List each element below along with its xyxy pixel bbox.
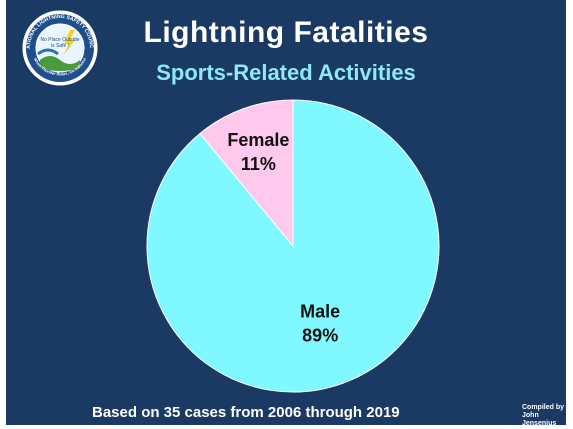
credit-line1: Compiled by	[522, 404, 565, 411]
council-logo: No Place Outside is Safe ! NATIONAL LIGH…	[20, 8, 99, 87]
pie-slice-female	[199, 99, 294, 248]
footnote: Based on 35 cases from 2006 through 2019	[92, 404, 400, 421]
chart-title: Lightning Fatalities	[143, 16, 429, 49]
slide: No Place Outside is Safe ! NATIONAL LIGH…	[6, 0, 566, 425]
pie-chart: Male 89% Female 11%	[146, 99, 440, 393]
slice-value-label: 89%	[302, 326, 338, 346]
slice-category-label: Male	[300, 302, 340, 322]
logo-motto-line2: is Safe !	[51, 43, 69, 49]
chart-subtitle: Sports-Related Activities	[156, 60, 416, 85]
slice-category-label: Female	[227, 130, 289, 150]
slice-value-label: 11%	[241, 154, 276, 174]
credit: Compiled by John Jensenius	[522, 404, 566, 425]
credit-line2: John Jensenius	[522, 412, 557, 425]
logo-motto-line1: No Place Outside	[41, 37, 80, 43]
